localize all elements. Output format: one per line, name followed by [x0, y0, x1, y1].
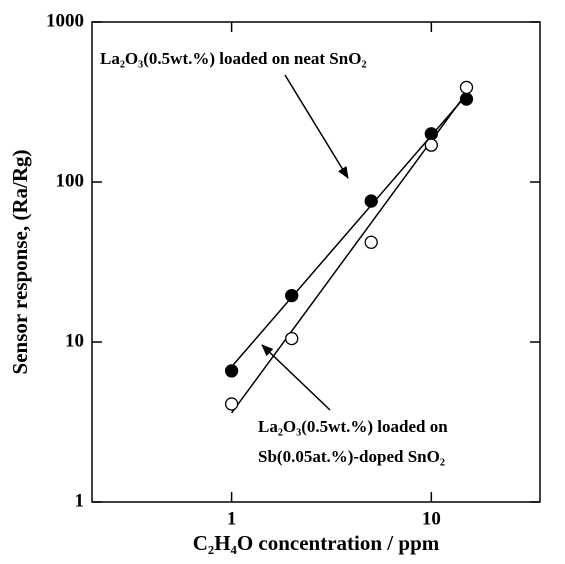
x-axis-label: C₂H₄O concentration / ppm [193, 531, 440, 555]
y-tick-label: 10 [65, 330, 84, 351]
point [285, 331, 299, 346]
point [459, 80, 474, 95]
point [224, 397, 239, 411]
point [224, 364, 239, 378]
point [364, 194, 378, 208]
y-tick-label: 1000 [46, 10, 84, 31]
y-tick-label: 1 [75, 490, 85, 511]
annotation-arrow [284, 74, 349, 179]
annotation: Sb(0.05at.%)-doped SnO₂ [258, 447, 445, 466]
annotation-arrow [261, 344, 331, 411]
annotation: La₂O₃(0.5wt.%) loaded on neat SnO₂ [100, 49, 367, 68]
plot-frame [91, 21, 541, 503]
y-axis-label: Sensor response, (Ra/Rg) [8, 150, 32, 375]
point [424, 127, 438, 141]
x-tick-label: 10 [422, 508, 441, 529]
y-tick-label: 100 [56, 170, 85, 191]
point [424, 138, 438, 152]
point [285, 288, 299, 303]
point [364, 235, 378, 249]
annotation: La₂O₃(0.5wt.%) loaded on [258, 417, 448, 436]
x-tick-label: 1 [227, 508, 237, 529]
